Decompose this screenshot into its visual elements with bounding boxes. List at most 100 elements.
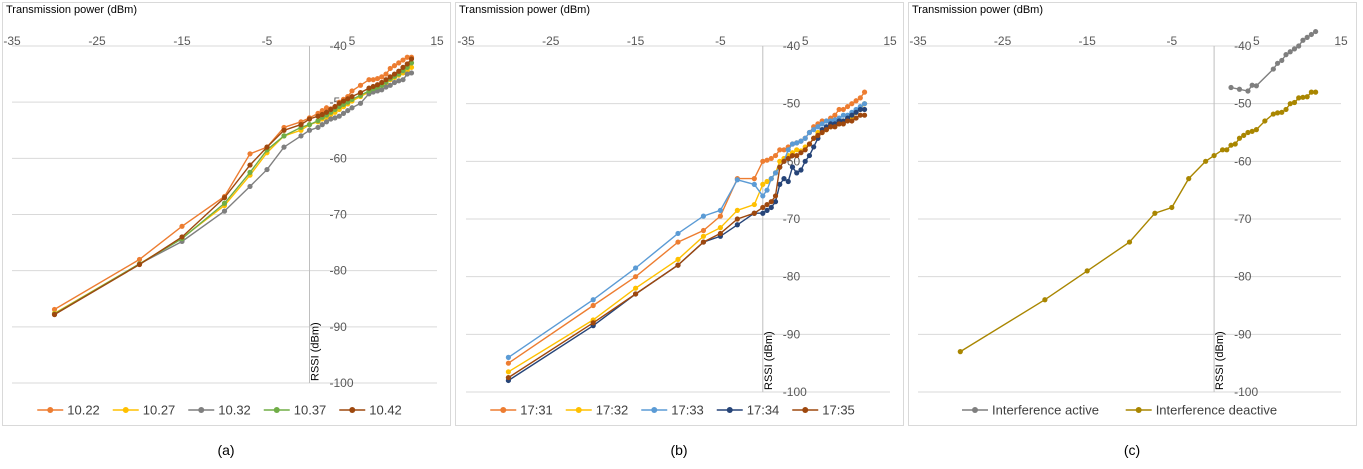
data-point [802,147,808,153]
data-point [590,297,596,303]
data-point [396,78,402,84]
legend-marker [972,407,978,413]
data-point [264,166,270,173]
data-point [764,207,770,213]
legend-marker [802,407,809,413]
data-point [357,82,364,88]
data-point [298,133,304,139]
data-point [357,100,364,106]
data-point [751,201,757,208]
data-point [777,164,783,170]
legend-label: Interference deactive [1156,403,1277,418]
data-point [789,164,796,170]
data-point [811,135,817,141]
data-point [811,144,817,150]
data-point [1274,60,1281,66]
series-5 [505,112,868,381]
data-point [760,210,766,216]
data-point [319,111,325,118]
x-axis-title: Transmission power (dBm) [459,4,590,16]
chart-caption: (c) [1124,442,1140,458]
legend-entry: Interference deactive [1125,403,1277,418]
data-point [179,234,185,240]
chart-border [455,2,904,426]
data-point [387,74,393,80]
data-point [374,82,381,88]
data-point [323,109,330,115]
data-point [247,169,253,175]
legend: 17:31 17:32 17:33 17:34 17:35 [490,403,855,418]
data-point [391,71,398,77]
legend-label: 10.27 [143,403,176,418]
data-point [811,127,817,133]
data-point [332,104,338,110]
data-point [1291,99,1298,106]
chart-caption: (b) [670,442,687,458]
x-tick-label: -15 [627,34,645,48]
legend-entry: 10.42 [339,403,402,418]
data-point [357,90,364,96]
data-point [806,141,813,147]
chart-panel-2: -35 -25 -15 -5 5 15-40-50-60-70-80-90-100Tran… [455,2,904,458]
data-point [849,112,855,118]
data-point [717,225,724,231]
data-point [845,118,851,124]
data-point [1304,94,1310,100]
y-tick-label: -80 [783,270,801,284]
legend-entry: Interference active [962,403,1099,418]
data-point [794,152,800,159]
y-tick-label: -80 [330,264,348,278]
data-point [853,115,859,121]
y-tick-label: -70 [783,212,801,226]
data-point [1296,95,1302,101]
chart-border [2,2,451,426]
data-point [136,261,143,268]
data-point [734,216,740,222]
data-point [370,83,376,90]
data-point [1224,147,1230,153]
data-point [1236,86,1243,92]
y-tick-label: -70 [330,208,348,222]
data-point [306,116,313,122]
y-tick-label: -40 [1234,39,1252,53]
data-point [832,124,838,130]
data-point [633,274,639,280]
data-point [781,158,787,164]
legend-marker [122,407,129,413]
data-point [772,193,779,199]
data-point [675,230,681,237]
legend-entry: 17:34 [716,403,779,418]
data-point [857,95,863,101]
legend-marker [500,407,507,413]
data-point [298,122,304,128]
legend-entry: 10.27 [112,403,176,418]
data-point [785,155,791,162]
data-point [1300,94,1306,100]
x-tick-label: -15 [1079,34,1097,48]
data-point [404,71,410,77]
data-point [1313,89,1319,95]
legend-marker [1135,407,1142,413]
data-point [306,127,313,133]
data-point [1241,132,1247,138]
data-point [768,176,774,182]
data-point [1270,111,1276,117]
data-point [764,157,770,163]
legend-marker [726,407,733,413]
data-point [700,239,707,245]
legend-label: 17:33 [671,403,704,418]
data-point [1228,84,1234,91]
data-point [717,213,724,219]
y-tick-label: -40 [330,39,348,53]
data-point [700,233,707,239]
data-point [819,121,825,127]
legend-entry: 10.22 [37,403,100,418]
data-point [861,112,868,118]
data-point [319,122,325,128]
data-point [408,70,415,76]
x-tick-label: 15 [883,34,897,48]
data-point [1232,141,1238,147]
data-point [806,129,813,136]
y-axis-title: RSSI (dBm) [763,331,775,390]
data-point [379,79,385,86]
